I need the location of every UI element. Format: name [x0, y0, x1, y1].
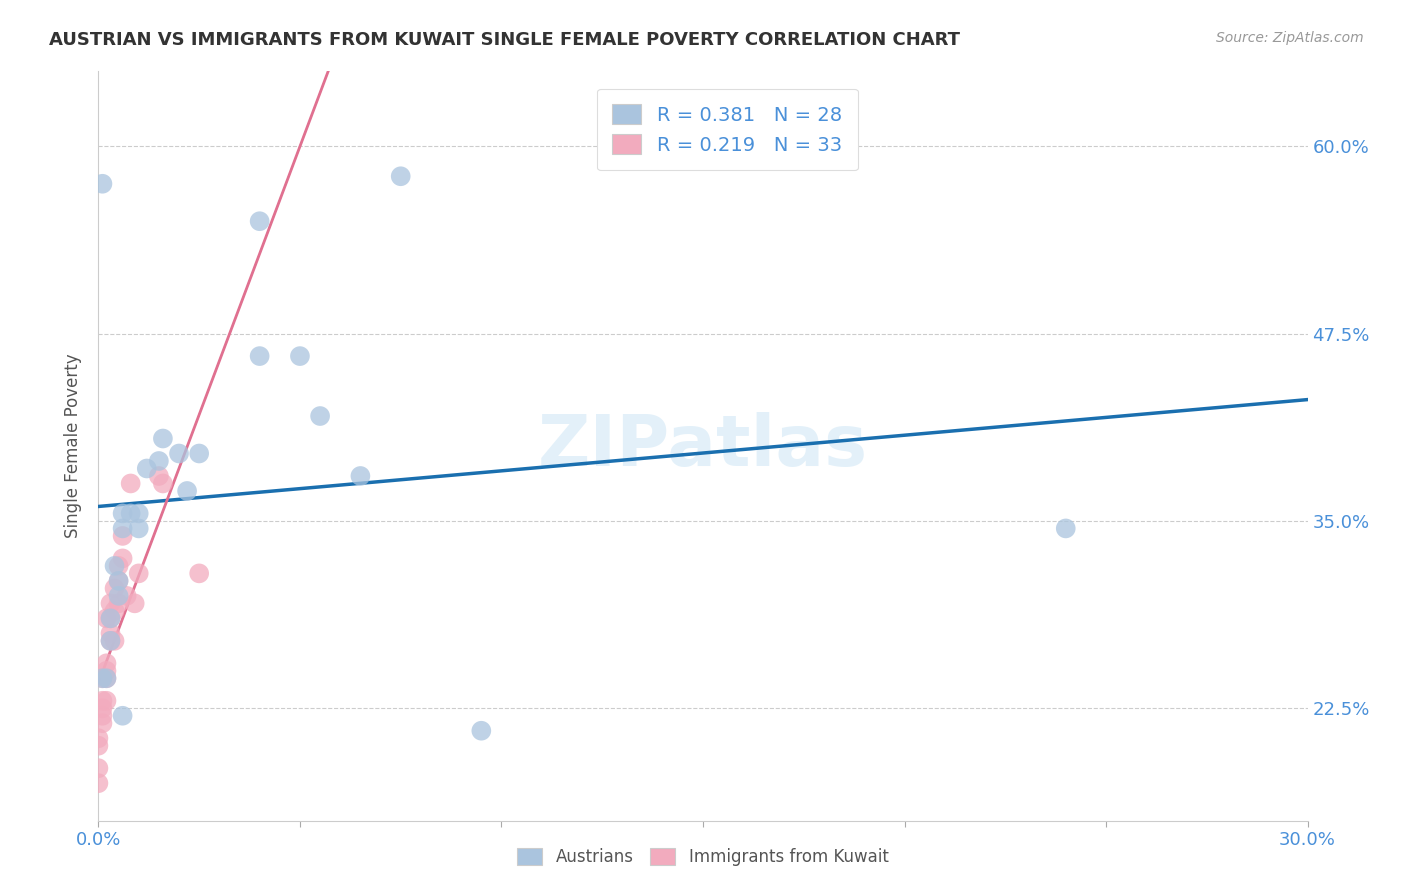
Point [103, 604, 125, 618]
Point [124, 596, 146, 610]
Point [96, 694, 118, 708]
Point [103, 633, 125, 648]
Point [87, 731, 110, 746]
Point [100, 611, 122, 625]
Point [249, 214, 271, 228]
Point [87, 776, 110, 790]
Point [100, 596, 122, 610]
Point [100, 611, 122, 625]
Point [176, 483, 198, 498]
Point [91, 671, 114, 685]
Point [91, 671, 114, 685]
Point [96, 657, 118, 671]
Point [128, 521, 150, 535]
Point [91, 694, 114, 708]
Point [148, 469, 170, 483]
Text: AUSTRIAN VS IMMIGRANTS FROM KUWAIT SINGLE FEMALE POVERTY CORRELATION CHART: AUSTRIAN VS IMMIGRANTS FROM KUWAIT SINGL… [49, 31, 960, 49]
Point [115, 589, 138, 603]
Point [152, 476, 174, 491]
Point [107, 589, 129, 603]
Point [87, 739, 110, 753]
Point [288, 349, 311, 363]
Point [100, 633, 122, 648]
Point [111, 521, 134, 535]
Point [389, 169, 412, 184]
Point [111, 507, 134, 521]
Point [120, 476, 142, 491]
Point [309, 409, 332, 423]
Point [128, 507, 150, 521]
Point [107, 574, 129, 588]
Point [91, 701, 114, 715]
Point [100, 633, 122, 648]
Point [87, 761, 110, 775]
Point [349, 469, 371, 483]
Point [96, 611, 118, 625]
Y-axis label: Single Female Poverty: Single Female Poverty [65, 354, 83, 538]
Point [91, 708, 114, 723]
Point [91, 716, 114, 731]
Point [107, 574, 129, 588]
Point [103, 558, 125, 573]
Point [107, 558, 129, 573]
Point [167, 446, 190, 460]
Point [96, 671, 118, 685]
Point [111, 551, 134, 566]
Point [148, 454, 170, 468]
Point [188, 446, 211, 460]
Point [100, 626, 122, 640]
Text: Source: ZipAtlas.com: Source: ZipAtlas.com [1216, 31, 1364, 45]
Point [111, 708, 134, 723]
Point [470, 723, 492, 738]
Point [91, 177, 114, 191]
Point [249, 349, 271, 363]
Point [135, 461, 157, 475]
Point [120, 507, 142, 521]
Point [128, 566, 150, 581]
Point [152, 432, 174, 446]
Point [107, 596, 129, 610]
Text: ZIPatlas: ZIPatlas [538, 411, 868, 481]
Point [103, 582, 125, 596]
Legend: Austrians, Immigrants from Kuwait: Austrians, Immigrants from Kuwait [505, 835, 901, 880]
Point [1054, 521, 1077, 535]
Point [111, 529, 134, 543]
Point [188, 566, 211, 581]
Point [96, 671, 118, 685]
Point [96, 664, 118, 678]
